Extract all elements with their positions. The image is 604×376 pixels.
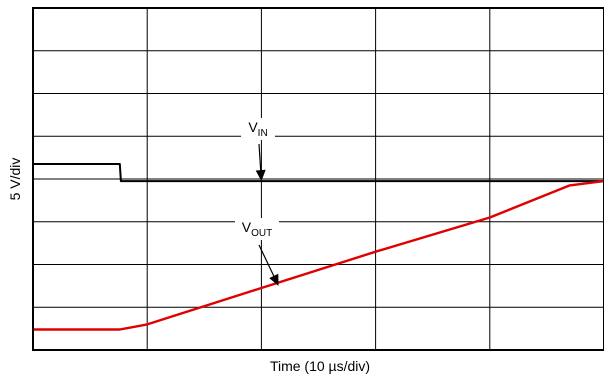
annotation-label-bg (235, 218, 279, 240)
plot-frame (32, 7, 604, 351)
trace-vout (33, 179, 604, 331)
annotation-label-vin: VIN (248, 119, 267, 139)
annotation-arrow-vin (255, 169, 266, 182)
annotation-leader-vout (258, 244, 275, 278)
traces (33, 163, 604, 331)
annotation-leader-vin (258, 143, 262, 172)
y-axis-label: 5 V/div (7, 158, 23, 201)
annotation-label-bg (241, 118, 275, 140)
annotation-arrow-vout (269, 273, 279, 286)
annotation-label-vout: VOUT (242, 219, 272, 239)
grid (33, 8, 604, 350)
x-axis-label: Time (10 µs/div) (270, 358, 370, 374)
annotations: VIN VOUT (235, 118, 279, 286)
trace-vin (33, 163, 604, 183)
